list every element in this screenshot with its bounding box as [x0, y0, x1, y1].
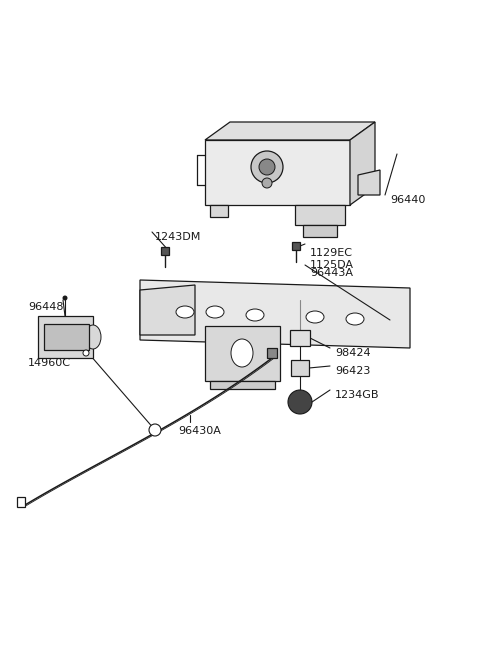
Text: 96430A: 96430A — [178, 426, 221, 436]
Text: 96448: 96448 — [28, 302, 63, 312]
Polygon shape — [161, 247, 169, 255]
Circle shape — [288, 390, 312, 414]
Polygon shape — [38, 316, 93, 358]
Polygon shape — [210, 381, 275, 389]
Ellipse shape — [346, 313, 364, 325]
Polygon shape — [205, 326, 280, 381]
Text: 96443A: 96443A — [310, 268, 353, 278]
Circle shape — [259, 159, 275, 175]
Polygon shape — [303, 225, 337, 237]
Ellipse shape — [231, 339, 253, 367]
Polygon shape — [295, 205, 345, 225]
Circle shape — [149, 424, 161, 436]
Ellipse shape — [246, 309, 264, 321]
Ellipse shape — [176, 306, 194, 318]
Text: 14960C: 14960C — [28, 358, 71, 368]
Text: 96423: 96423 — [335, 366, 371, 376]
Circle shape — [251, 151, 283, 183]
Text: 96440: 96440 — [390, 195, 425, 205]
Polygon shape — [290, 330, 310, 346]
Polygon shape — [210, 205, 228, 217]
Text: 1243DM: 1243DM — [155, 232, 202, 242]
Polygon shape — [358, 170, 380, 195]
Polygon shape — [291, 360, 309, 376]
Text: 98424: 98424 — [335, 348, 371, 358]
Polygon shape — [17, 497, 25, 507]
Ellipse shape — [306, 311, 324, 323]
Ellipse shape — [85, 325, 101, 349]
Text: 1129EC
1125DA: 1129EC 1125DA — [310, 248, 354, 269]
Ellipse shape — [206, 306, 224, 318]
Polygon shape — [267, 348, 277, 358]
Polygon shape — [140, 285, 195, 335]
Polygon shape — [140, 280, 410, 348]
Polygon shape — [205, 140, 350, 205]
Polygon shape — [44, 324, 89, 350]
Polygon shape — [205, 122, 375, 140]
Circle shape — [62, 296, 68, 300]
Polygon shape — [350, 122, 375, 205]
Polygon shape — [292, 242, 300, 250]
Circle shape — [262, 178, 272, 188]
Text: 1234GB: 1234GB — [335, 390, 380, 400]
Circle shape — [83, 350, 89, 356]
